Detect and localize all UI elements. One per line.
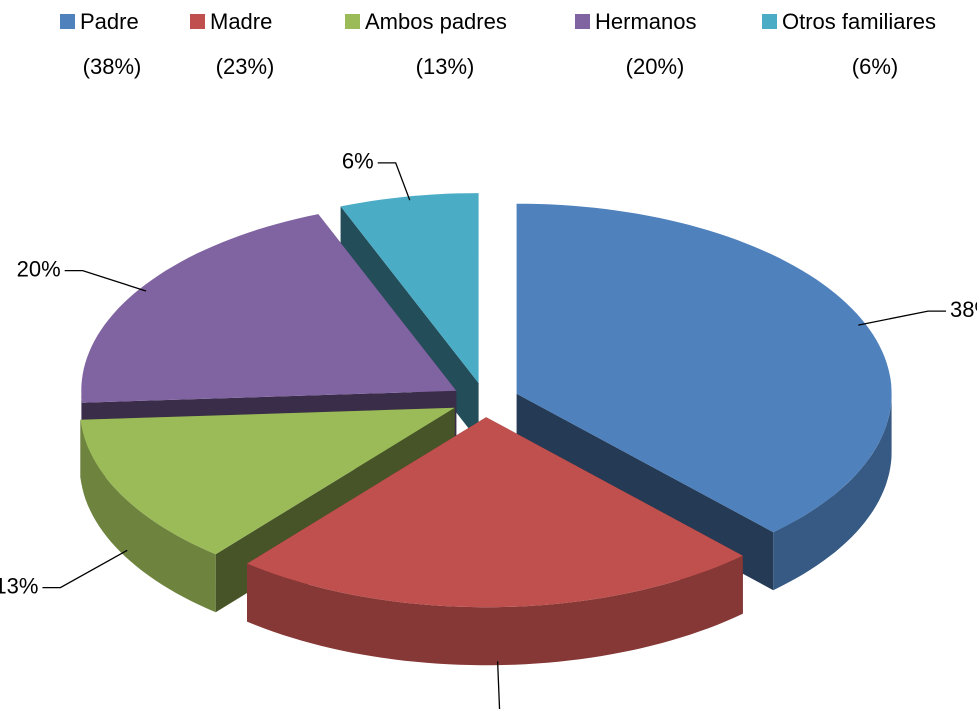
leader-line xyxy=(496,661,501,709)
legend-label: Otros familiares xyxy=(782,9,936,34)
data-label: 13% xyxy=(0,573,38,598)
data-label: 20% xyxy=(17,256,61,281)
legend-value: (20%) xyxy=(626,54,685,79)
data-label: 6% xyxy=(342,149,374,174)
legend-label: Hermanos xyxy=(595,9,696,34)
leader-line xyxy=(377,162,411,201)
slice-top xyxy=(340,193,479,384)
legend-swatch xyxy=(345,14,360,29)
slice-top xyxy=(516,203,892,533)
slice-top xyxy=(81,214,457,403)
legend-label: Padre xyxy=(80,9,139,34)
slice-wall xyxy=(80,419,216,613)
slice-top xyxy=(247,417,743,608)
legend-swatch xyxy=(190,14,205,29)
legend-value: (23%) xyxy=(216,54,275,79)
legend-swatch xyxy=(60,14,75,29)
slice-wall xyxy=(773,393,892,591)
slice-top xyxy=(80,407,455,555)
legend-swatch xyxy=(762,14,777,29)
data-label: 23% xyxy=(522,705,566,709)
data-label: 38% xyxy=(950,297,977,322)
leader-line xyxy=(64,269,147,292)
leader-line xyxy=(858,310,947,326)
legend-value: (13%) xyxy=(416,54,475,79)
slice xyxy=(247,417,743,666)
leader-line xyxy=(42,549,128,589)
legend-value: (6%) xyxy=(852,54,898,79)
legend-value: (38%) xyxy=(83,54,142,79)
legend-label: Madre xyxy=(210,9,272,34)
legend-swatch xyxy=(575,14,590,29)
slice-wall xyxy=(247,555,743,666)
legend-label: Ambos padres xyxy=(365,9,507,34)
